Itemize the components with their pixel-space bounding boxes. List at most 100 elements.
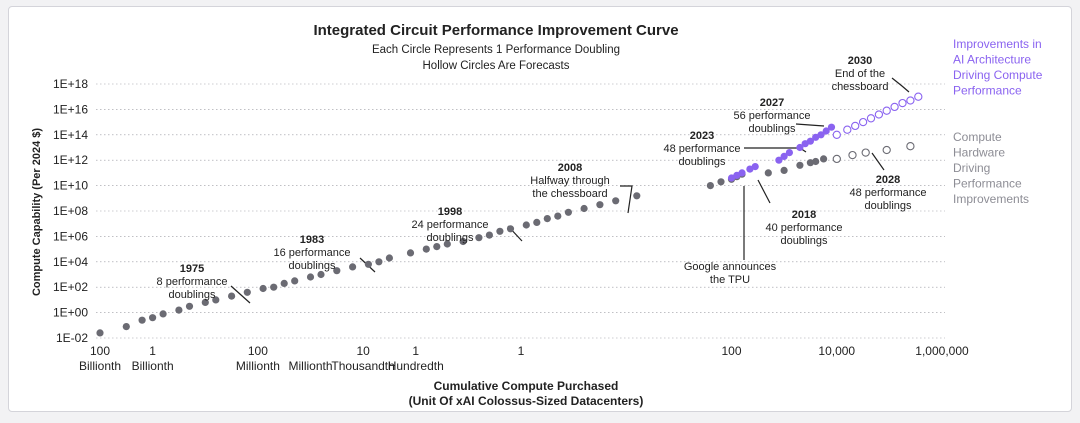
forecast-point [914,92,923,101]
annotation-year: 2030 [848,55,872,67]
data-point [596,201,604,209]
annotation-text: doublings [748,123,796,135]
leader-line [795,123,825,127]
data-point [796,161,804,169]
data-point [185,302,194,310]
annotation-year: 1975 [180,263,204,275]
legend-text: Hardware [953,146,1005,160]
y-axis-label: Compute Capability (Per 2024 $) [31,128,43,296]
x-tick-value: 100 [248,344,268,358]
forecast-point [882,145,891,155]
annotation-text: 56 performance [733,110,810,122]
x-axis-label-1: Cumulative Compute Purchased [434,379,619,393]
data-point [459,237,467,246]
chart-title: Integrated Circuit Performance Improveme… [313,22,678,39]
annotation-year: 1983 [300,234,324,246]
forecast-point [861,148,870,157]
x-axis-label-2: (Unit Of xAI Colossus-Sized Datacenters) [409,394,644,408]
data-point [333,267,341,275]
data-point [506,225,515,233]
x-tick-unit: Billionth [79,359,121,373]
x-tick-unit: Thousandth [331,359,394,373]
data-point [175,306,183,314]
annotation-text: Google announces [684,261,777,273]
leader-line [620,185,633,214]
annotation-text: doublings [864,200,912,212]
legend-text: Compute [953,130,1002,144]
data-point [780,166,788,174]
forecast-point [874,110,884,119]
y-tick-label: 1E-02 [56,331,88,345]
annotation-year: 2027 [760,97,784,109]
data-point [564,208,573,216]
data-point [717,178,725,186]
x-tick-value: 100 [721,344,741,358]
forecast-point [832,130,841,139]
annotation-year: 1998 [438,206,462,218]
annotation-text: doublings [288,260,336,272]
data-point [633,192,641,200]
x-tick-value: 1 [518,344,525,358]
forecast-point [882,106,891,115]
annotation-text: doublings [780,235,828,247]
data-point [270,283,278,291]
data-point [201,298,209,306]
data-point [812,157,820,166]
data-point [96,329,104,337]
forecast-point [898,98,907,108]
data-point [822,127,830,135]
data-point [212,296,220,304]
data-points [96,92,923,337]
legend-text: Performance [953,177,1022,191]
chart-subtitle-1: Each Circle Represents 1 Performance Dou… [372,44,620,56]
data-point [533,218,541,226]
annotation-text: the chessboard [532,188,607,200]
leader-line [757,179,771,204]
legend-text: Driving Compute [953,68,1043,82]
y-tick-labels: 1E-02 1E+00 1E+02 1E+04 1E+06 1E+08 1E+10 1E+12… [53,77,88,345]
data-point [138,316,146,324]
annotation-text: the TPU [710,274,750,286]
forecast-point [858,117,868,127]
data-point [806,137,815,145]
data-point [122,323,130,331]
y-tick-label: 1E+06 [53,229,88,243]
data-point [317,270,325,279]
data-point [612,197,620,205]
annotation-text: chessboard [832,81,889,93]
annotation-text: 48 performance [849,187,926,199]
data-point [443,240,451,248]
data-point [580,204,588,213]
data-point [406,249,415,257]
annotation-text: End of the [835,68,885,80]
legend-text: Performance [953,84,1022,98]
annotation-year: 2008 [558,162,582,174]
data-point [780,152,788,160]
data-point [817,131,825,139]
data-point [385,254,393,262]
forecast-point [848,150,857,160]
y-tick-label: 1E+18 [53,77,88,91]
chart-subtitle-2: Hollow Circles Are Forecasts [423,60,570,72]
x-tick-value: 1 [412,344,419,358]
data-point [375,258,383,266]
annotation-text: doublings [426,232,474,244]
data-point [827,123,836,131]
y-tick-label: 1E+04 [53,255,88,269]
x-tick-value: 1 [149,344,156,358]
x-tick-value: 100 [90,344,110,358]
data-point [349,263,357,271]
x-tick-value: 10 [356,344,370,358]
annotation-year: 2023 [690,130,714,142]
y-tick-label: 1E+12 [53,153,88,167]
legend-text: Driving [953,161,990,175]
data-point [422,245,430,253]
forecast-point [906,142,915,151]
data-point [543,215,551,223]
x-tick-unit: Billionth [132,359,174,373]
x-tick-unit: Millionth [236,359,280,373]
data-point [751,163,759,171]
